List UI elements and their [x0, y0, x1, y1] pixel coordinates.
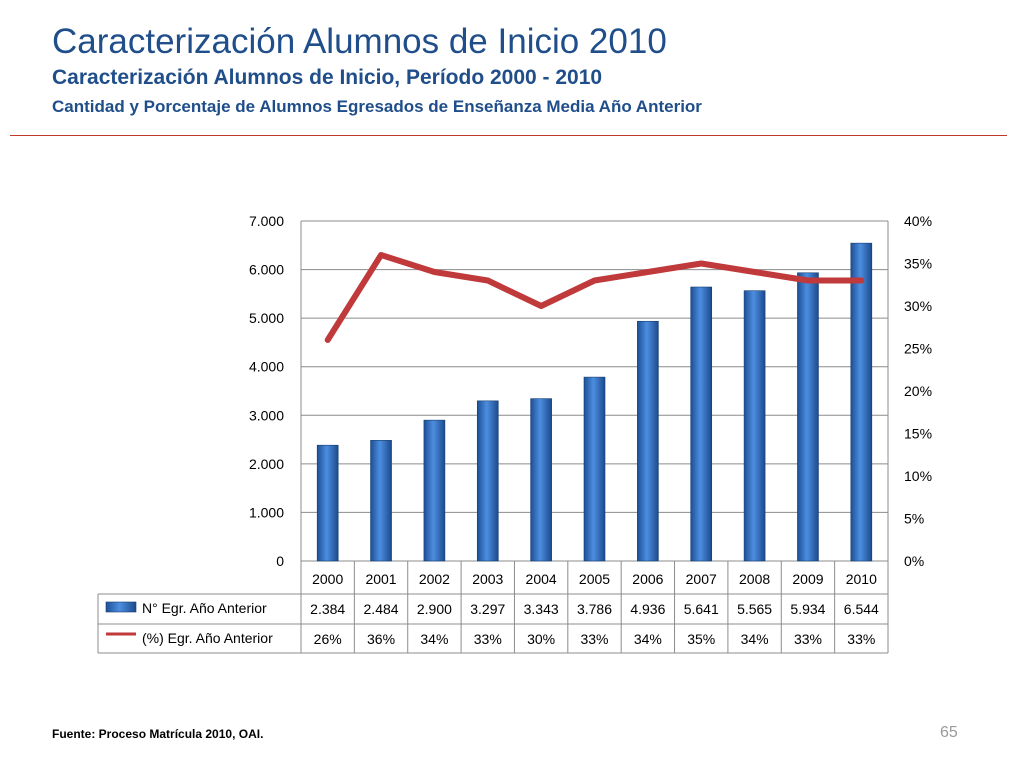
- data-label: 5.934: [790, 601, 825, 617]
- line-point: [645, 270, 650, 274]
- y-left-tick-label: 1.000: [249, 504, 284, 520]
- data-label: 33%: [847, 631, 875, 647]
- y-right-tick-label: 20%: [904, 383, 932, 399]
- data-label: 34%: [741, 631, 769, 647]
- data-label: 5.565: [737, 601, 772, 617]
- bar: [476, 400, 499, 562]
- data-label: 2.484: [364, 601, 399, 617]
- y-right-tick-label: 25%: [904, 341, 932, 357]
- x-tick-label: 2000: [312, 571, 343, 587]
- y-left-tick-label: 4.000: [249, 359, 284, 375]
- data-label: 34%: [420, 631, 448, 647]
- y-left-tick-label: 6.000: [249, 262, 284, 278]
- x-tick-label: 2005: [579, 571, 610, 587]
- y-left-tick-label: 5.000: [249, 310, 284, 326]
- y-right-tick-label: 35%: [904, 256, 932, 272]
- data-label: 33%: [794, 631, 822, 647]
- y-right-tick-label: 30%: [904, 298, 932, 314]
- y-left-tick-label: 2.000: [249, 456, 284, 472]
- bar: [850, 242, 873, 562]
- line-point: [432, 270, 437, 274]
- y-left-tick-label: 0: [276, 553, 284, 569]
- x-tick-label: 2006: [632, 571, 663, 587]
- bar: [690, 286, 713, 562]
- legend-label: N° Egr. Año Anterior: [142, 600, 267, 616]
- data-label: 2.384: [310, 601, 345, 617]
- y-right-tick-label: 5%: [904, 511, 924, 527]
- slide-subtitle: Caracterización Alumnos de Inicio, Perío…: [52, 66, 603, 89]
- slide-subtitle-secondary: Cantidad y Porcentaje de Alumnos Egresad…: [52, 97, 702, 116]
- slide-title: Caracterización Alumnos de Inicio 2010: [52, 22, 667, 61]
- bar: [797, 272, 819, 562]
- bar: [530, 398, 552, 562]
- x-tick-label: 2008: [739, 571, 770, 587]
- y-right-tick-label: 10%: [904, 468, 932, 484]
- data-label: 3.786: [577, 601, 612, 617]
- bar: [316, 444, 339, 562]
- line-point: [592, 278, 597, 283]
- line-point: [325, 338, 330, 342]
- x-tick-label: 2007: [686, 571, 717, 587]
- bar: [370, 440, 392, 562]
- bar: [637, 320, 659, 562]
- x-tick-label: 2010: [846, 571, 877, 587]
- data-label: 35%: [687, 631, 715, 647]
- source-note: Fuente: Proceso Matrícula 2010, OAI.: [52, 727, 264, 741]
- bar: [423, 419, 446, 562]
- x-tick-label: 2002: [419, 571, 450, 587]
- y-right-tick-label: 40%: [904, 213, 932, 229]
- line-point: [859, 278, 864, 283]
- line-point: [539, 304, 544, 308]
- x-tick-label: 2004: [526, 571, 557, 587]
- bar: [743, 290, 766, 562]
- page-number: 65: [940, 724, 958, 741]
- line-point: [752, 270, 757, 274]
- data-label: 5.641: [684, 601, 719, 617]
- data-label: 26%: [314, 631, 342, 647]
- data-label: 3.343: [524, 601, 559, 617]
- y-right-tick-label: 0%: [904, 553, 924, 569]
- data-label: 30%: [527, 631, 555, 647]
- data-label: 36%: [367, 631, 395, 647]
- x-tick-label: 2009: [792, 571, 823, 587]
- y-right-tick-label: 15%: [904, 426, 932, 442]
- data-label: 33%: [474, 631, 502, 647]
- data-label: 2.900: [417, 601, 452, 617]
- line-point: [485, 278, 490, 283]
- x-tick-label: 2003: [472, 571, 503, 587]
- line-point: [379, 253, 384, 257]
- data-label: 6.544: [844, 601, 879, 617]
- y-left-tick-label: 7.000: [249, 213, 284, 229]
- x-tick-label: 2001: [365, 571, 396, 587]
- legend-label: (%) Egr. Año Anterior: [142, 630, 273, 646]
- bar: [583, 376, 606, 562]
- line-point: [805, 278, 810, 283]
- data-label: 3.297: [470, 601, 505, 617]
- data-label: 33%: [580, 631, 608, 647]
- data-label: 4.936: [630, 601, 665, 617]
- title-divider: [10, 135, 1007, 136]
- line-point: [699, 261, 704, 266]
- line-series: [324, 252, 865, 343]
- legend-key-bar: [105, 601, 137, 613]
- y-left-tick-label: 3.000: [249, 407, 284, 423]
- data-label: 34%: [634, 631, 662, 647]
